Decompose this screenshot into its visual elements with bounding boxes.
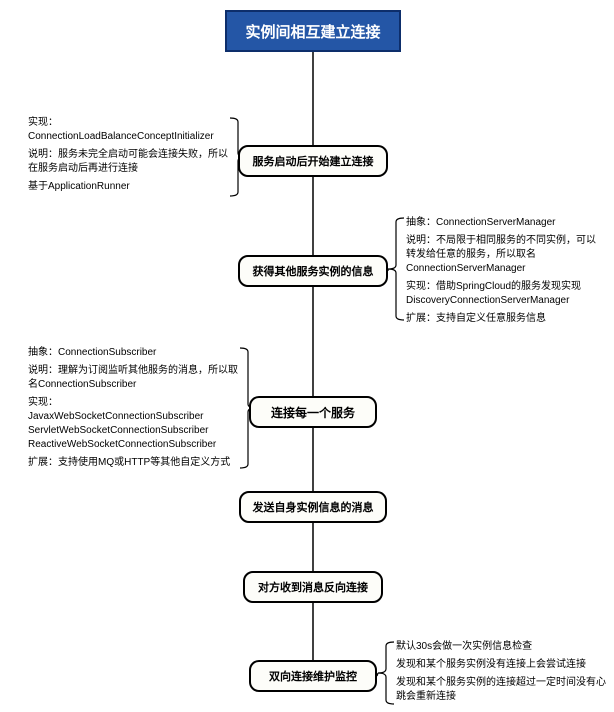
annotation-line: 默认30s会做一次实例信息检查 bbox=[396, 640, 606, 654]
annotation-block-2: 抽象：ConnectionSubscriber 说明：理解为订阅监听其他服务的消息… bbox=[28, 346, 238, 474]
header-node: 实例间相互建立连接 bbox=[225, 10, 401, 52]
annotation-line: 基于ApplicationRunner bbox=[28, 180, 228, 194]
flow-node-n3: 连接每一个服务 bbox=[249, 396, 377, 428]
annotation-line: 说明：理解为订阅监听其他服务的消息，所以取名ConnectionSubscrib… bbox=[28, 364, 238, 392]
flow-node-n5: 对方收到消息反向连接 bbox=[243, 571, 383, 603]
flow-node-n4: 发送自身实例信息的消息 bbox=[239, 491, 387, 523]
annotation-line: 实现：借助SpringCloud的服务发现实现DiscoveryConnecti… bbox=[406, 280, 601, 308]
annotation-block-0: 实现：ConnectionLoadBalanceConceptInitializ… bbox=[28, 116, 228, 198]
annotation-line: 扩展：支持自定义任意服务信息 bbox=[406, 312, 601, 326]
annotation-line: 抽象：ConnectionSubscriber bbox=[28, 346, 238, 360]
annotation-line: 扩展：支持使用MQ或HTTP等其他自定义方式 bbox=[28, 456, 238, 470]
flow-node-n6: 双向连接维护监控 bbox=[249, 660, 377, 692]
annotation-line: 说明：服务未完全启动可能会连接失败，所以在服务启动后再进行连接 bbox=[28, 148, 228, 176]
annotation-line: 实现：ConnectionLoadBalanceConceptInitializ… bbox=[28, 116, 228, 144]
annotation-line: 实现： JavaxWebSocketConnectionSubscriber S… bbox=[28, 396, 238, 452]
annotation-line: 说明：不局限于相同服务的不同实例，可以转发给任意的服务，所以取名Connecti… bbox=[406, 234, 601, 276]
flow-node-n2: 获得其他服务实例的信息 bbox=[238, 255, 388, 287]
flow-node-n1: 服务启动后开始建立连接 bbox=[238, 145, 388, 177]
annotation-line: 抽象：ConnectionServerManager bbox=[406, 216, 601, 230]
annotation-line: 发现和某个服务实例没有连接上会尝试连接 bbox=[396, 658, 606, 672]
annotation-block-1: 抽象：ConnectionServerManager 说明：不局限于相同服务的不同… bbox=[406, 216, 601, 330]
annotation-line: 发现和某个服务实例的连接超过一定时间没有心跳会重新连接 bbox=[396, 676, 606, 704]
annotation-block-3: 默认30s会做一次实例信息检查发现和某个服务实例没有连接上会尝试连接发现和某个服… bbox=[396, 640, 606, 708]
